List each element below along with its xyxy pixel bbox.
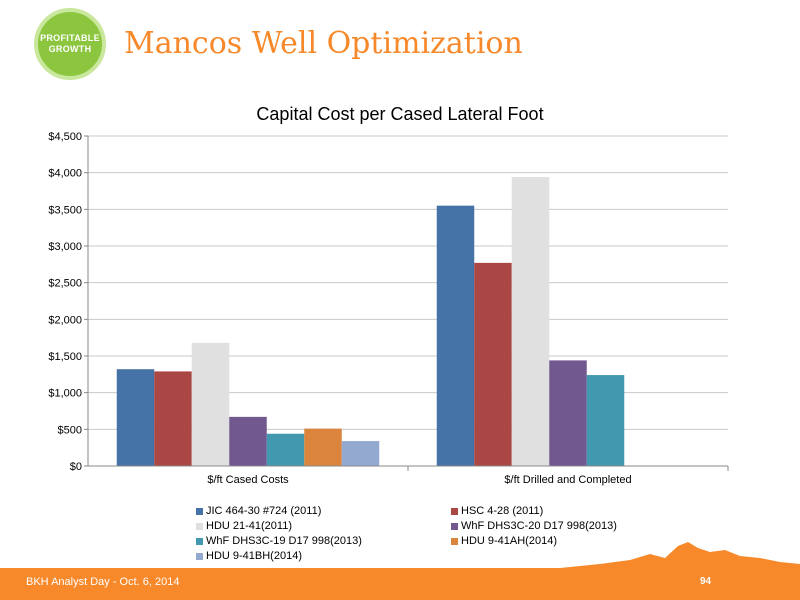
legend-label: JIC 464-30 #724 (2011) (206, 505, 322, 517)
footer-bar (0, 568, 800, 600)
legend-label: HDU 9-41BH(2014) (206, 550, 302, 562)
bar (154, 371, 192, 466)
bar (116, 369, 155, 466)
bar (586, 375, 625, 466)
bar (436, 205, 475, 466)
legend-item: HDU 9-41BH(2014) (196, 550, 302, 562)
legend-swatch (451, 507, 458, 515)
bar (549, 360, 587, 466)
legend-label: HSC 4-28 (2011) (461, 505, 544, 517)
legend-item: JIC 464-30 #724 (2011) (196, 505, 321, 517)
y-tick-label: $3,000 (48, 241, 82, 253)
bar (304, 428, 342, 466)
y-tick-label: $2,000 (48, 314, 82, 326)
legend-swatch (451, 522, 458, 530)
legend-label: HDU 21-41(2011) (206, 520, 293, 532)
y-tick-label: $4,000 (48, 168, 82, 180)
y-tick-label: $3,500 (48, 204, 82, 216)
profitable-growth-badge: PROFITABLE GROWTH (34, 8, 106, 80)
y-tick-label: $500 (58, 424, 82, 436)
bar (229, 416, 267, 466)
page-title: Mancos Well Optimization (124, 26, 523, 61)
x-category-label: $/ft Cased Costs (207, 474, 289, 486)
legend-item: WhF DHS3C-20 D17 998(2013) (451, 520, 617, 532)
legend-swatch (451, 537, 458, 545)
legend-item: HDU 9-41AH(2014) (451, 535, 557, 547)
y-tick-label: $0 (70, 461, 82, 473)
y-tick-label: $1,000 (48, 388, 82, 400)
legend-item: HDU 21-41(2011) (196, 520, 292, 532)
footer-text: BKH Analyst Day - Oct. 6, 2014 (26, 576, 180, 588)
bar (191, 342, 230, 466)
legend-item: HSC 4-28 (2011) (451, 505, 543, 517)
legend-label: HDU 9-41AH(2014) (461, 535, 557, 547)
bar (266, 433, 305, 466)
legend-swatch (196, 552, 203, 560)
bar (341, 441, 380, 466)
badge-line-2: GROWTH (48, 44, 92, 54)
bar (474, 262, 512, 466)
legend-label: WhF DHS3C-19 D17 998(2013) (206, 535, 362, 547)
legend-swatch (196, 522, 203, 530)
legend-swatch (196, 537, 203, 545)
legend-swatch (196, 507, 203, 515)
y-tick-label: $4,500 (48, 131, 82, 143)
mountain-logo-graphic (560, 542, 800, 570)
y-tick-label: $1,500 (48, 351, 82, 363)
page-number: 94 (700, 576, 712, 587)
badge-line-1: PROFITABLE (40, 33, 100, 43)
y-tick-label: $2,500 (48, 278, 82, 290)
legend-item: WhF DHS3C-19 D17 998(2013) (196, 535, 362, 547)
legend-label: WhF DHS3C-20 D17 998(2013) (461, 520, 617, 532)
chart-title: Capital Cost per Cased Lateral Foot (256, 104, 544, 124)
x-category-label: $/ft Drilled and Completed (504, 474, 631, 486)
bar (511, 177, 550, 467)
